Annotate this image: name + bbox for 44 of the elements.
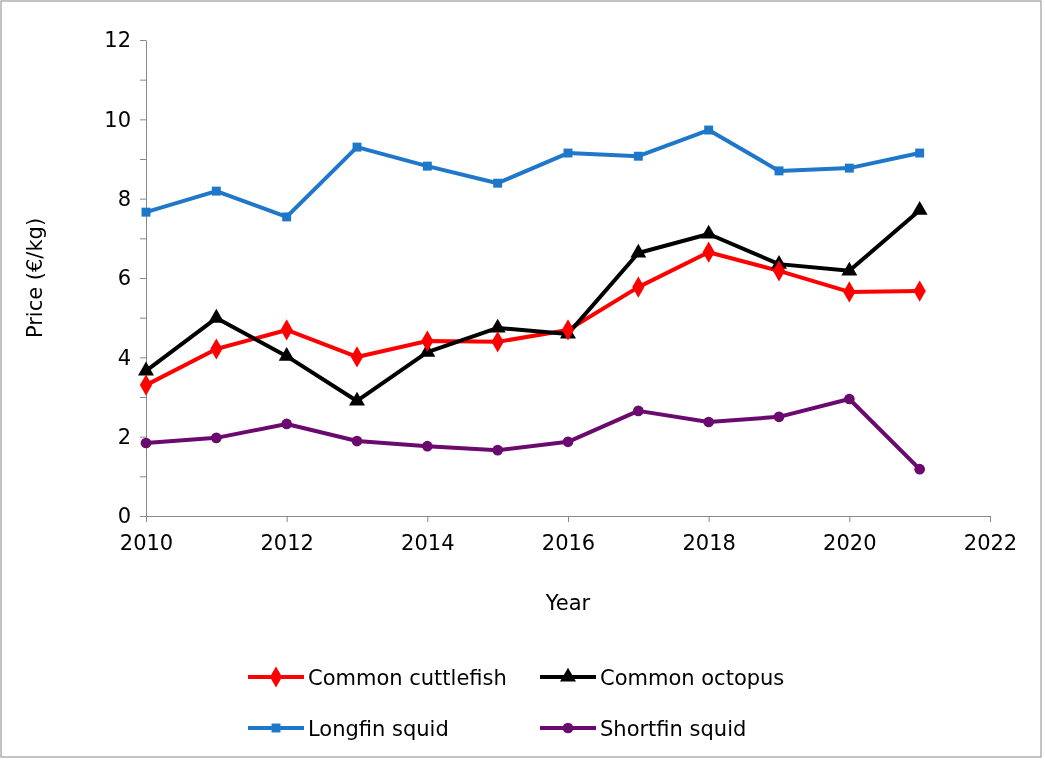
- point: [773, 411, 785, 423]
- point: [774, 166, 784, 176]
- point: [421, 440, 433, 452]
- x-tick-label: 2016: [541, 531, 596, 556]
- y-tick-label: 8: [117, 186, 131, 211]
- point: [563, 148, 573, 158]
- point: [633, 151, 643, 161]
- y-tick-label: 4: [117, 345, 131, 370]
- x-tick-label: 2018: [682, 531, 736, 556]
- point: [282, 212, 292, 222]
- y-tick-label: 2: [117, 424, 131, 449]
- x-tick-label: 2020: [823, 531, 877, 556]
- point: [422, 161, 432, 171]
- point: [492, 444, 504, 456]
- point: [704, 125, 714, 135]
- point: [281, 418, 293, 430]
- x-tick-label: 2014: [401, 531, 455, 556]
- point: [632, 405, 644, 417]
- point: [351, 435, 363, 447]
- point: [703, 416, 715, 428]
- x-tick-label: 2022: [963, 531, 1018, 556]
- y-tick-label: 10: [104, 107, 131, 132]
- x-axis-title: Year: [544, 591, 591, 615]
- y-axis-title: Price (€/kg): [23, 217, 47, 339]
- point: [352, 142, 362, 152]
- legend-label: Longfin squid: [308, 717, 449, 741]
- point: [141, 207, 151, 217]
- legend-label: Common cuttlefish: [308, 666, 507, 690]
- x-tick-label: 2012: [260, 531, 314, 556]
- point: [915, 148, 925, 158]
- legend-label: Shortfin squid: [600, 717, 747, 741]
- point: [562, 436, 574, 448]
- legend-label: Common octopus: [600, 666, 785, 690]
- y-tick-label: 6: [117, 266, 131, 291]
- x-tick-label: 2010: [119, 531, 174, 556]
- point: [843, 393, 855, 405]
- point: [140, 437, 152, 449]
- point: [210, 432, 222, 444]
- y-tick-label: 0: [117, 504, 131, 529]
- point: [493, 178, 503, 188]
- point: [844, 163, 854, 173]
- point: [914, 463, 926, 475]
- point: [211, 186, 221, 196]
- y-tick-label: 12: [104, 28, 131, 53]
